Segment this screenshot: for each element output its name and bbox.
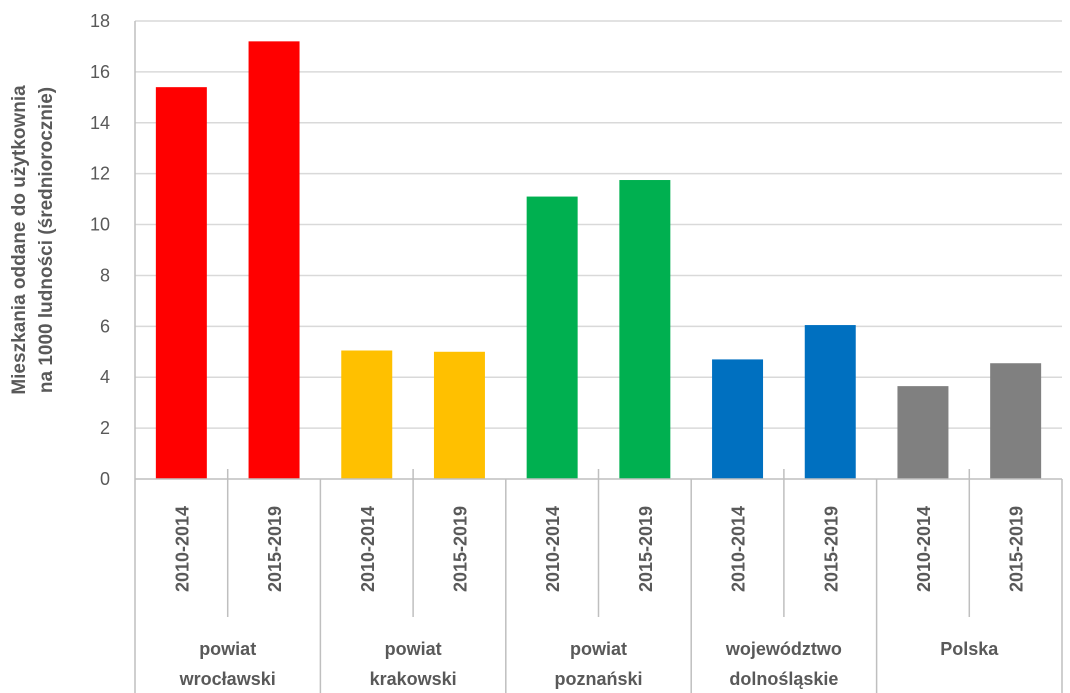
y-axis-label: Mieszkania oddane do użytkownia na 1000 l… [9,85,57,395]
x-tick-label: 2015-2019 [450,506,470,592]
y-tick-label: 4 [100,367,110,387]
y-axis: 0 2 4 6 8 10 12 14 16 18 [90,11,136,489]
x-tick-label: 2015-2019 [636,506,656,592]
bar [248,41,300,479]
y-tick-label: 8 [100,265,110,285]
group-label: powiat [385,639,442,659]
y-axis-title: Mieszkania oddane do użytkownia [9,85,30,395]
group-label: województwo [725,639,842,659]
bar [619,180,671,479]
x-tick-label: 2010-2014 [543,506,563,592]
x-tick-label: 2015-2019 [821,506,841,592]
group-label: Polska [940,639,999,659]
y-tick-label: 18 [90,11,110,31]
y-axis-title: na 1000 ludności (średniorocznie) [36,87,57,393]
y-tick-label: 16 [90,62,110,82]
group-label: krakowski [370,669,457,689]
x-tick-label: 2015-2019 [265,506,285,592]
group-label: wrocławski [179,669,276,689]
bar [433,351,485,479]
x-tick-label: 2010-2014 [358,506,378,592]
x-tick-label: 2010-2014 [172,506,192,592]
y-tick-label: 2 [100,418,110,438]
group-label: poznański [554,669,642,689]
x-tick-label: 2015-2019 [1007,506,1027,592]
bar [897,386,949,479]
group-label: dolnośląskie [729,669,838,689]
bar [526,196,578,480]
y-tick-label: 12 [90,164,110,184]
bar [712,359,764,479]
x-tick-label: 2010-2014 [914,506,934,592]
y-tick-label: 0 [100,469,110,489]
y-tick-label: 10 [90,215,110,235]
x-axis: 2010-2014 2015-2019 2010-2014 2015-2019 2010… [134,469,1063,693]
bar [155,87,207,480]
bars [155,41,1042,480]
x-tick-label: 2010-2014 [729,506,749,592]
y-tick-label: 6 [100,316,110,336]
group-label: powiat [570,639,627,659]
y-tick-label: 14 [90,113,110,133]
group-label: powiat [199,639,256,659]
bar [990,363,1042,479]
bar [804,325,856,479]
bar [341,350,393,479]
